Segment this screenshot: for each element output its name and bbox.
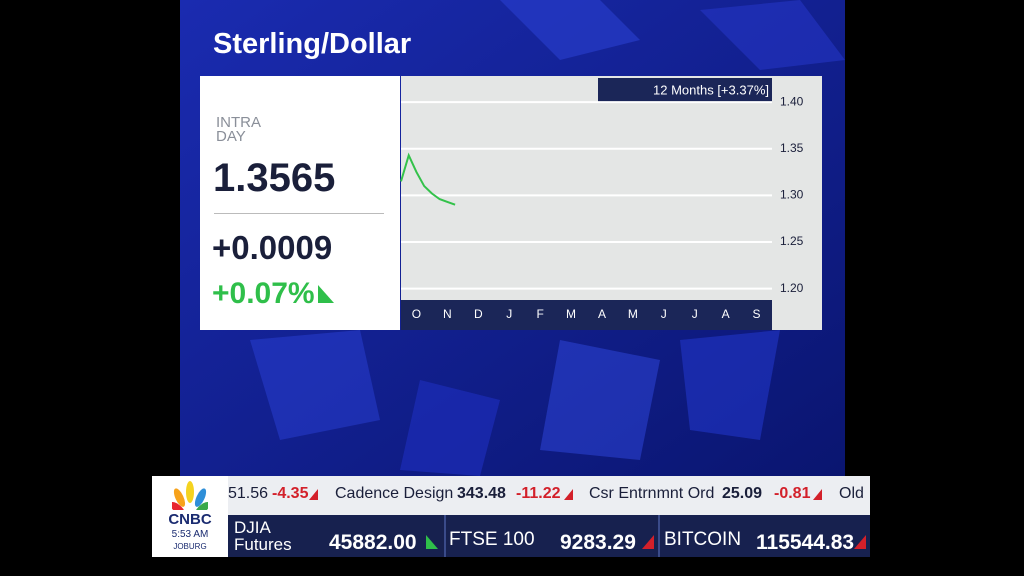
x-tick-label: J	[506, 307, 512, 321]
ticker-name: DJIA Futures	[234, 519, 292, 553]
month-strip	[401, 300, 772, 330]
badge	[598, 78, 772, 103]
x-tick-label: D	[474, 307, 483, 321]
x-tick-label: J	[692, 307, 698, 321]
axis-corner	[772, 300, 822, 330]
y-tick-label: 1.20	[780, 281, 804, 295]
x-tick-label: O	[412, 307, 421, 321]
down-arrow	[642, 535, 654, 549]
down-arrow	[854, 535, 866, 549]
down-arrow	[813, 489, 822, 500]
name-line: DJIA	[234, 518, 271, 537]
change: +0.0009	[212, 229, 333, 266]
down-arrow	[309, 489, 318, 500]
up-arrow	[426, 535, 438, 549]
ticker-name: FTSE 100	[449, 529, 535, 550]
x-tick-label: N	[443, 307, 452, 321]
y-tick-label: 1.25	[780, 234, 804, 248]
ticker-top: 51.56 -4.35 Cadence Design 343.48 -11.22…	[228, 476, 870, 515]
ticker-name: Cadence Design	[335, 485, 454, 502]
quote-panel	[200, 76, 400, 330]
x-tick-label: M	[628, 307, 638, 321]
y-tick-label: 1.30	[780, 188, 804, 202]
title: Sterling/Dollar	[213, 28, 412, 60]
ticker-name: Old	[839, 485, 864, 502]
logo-text: CNBC	[168, 511, 212, 528]
clock: 5:53 AM	[171, 529, 209, 540]
badge-text: 12 Months [+3.37%]	[653, 82, 769, 97]
ticker-change: -11.22	[516, 485, 561, 502]
percent: +0.07%	[212, 277, 315, 310]
x-tick-label: A	[722, 307, 730, 321]
peacock	[172, 481, 208, 510]
ticker-change: -4.35	[272, 485, 309, 502]
ticker-name: Csr Entrnmnt Ord	[589, 485, 715, 502]
y-tick-label: 1.40	[780, 94, 804, 108]
ticker-bottom	[228, 515, 870, 557]
x-tick-label: F	[536, 307, 543, 321]
x-tick-label: S	[753, 307, 761, 321]
ticker-price: 115544.83	[756, 531, 855, 554]
ticker-change: -0.81	[774, 485, 811, 502]
up-arrow	[318, 285, 334, 303]
price: 1.3565	[213, 156, 336, 200]
label-line: DAY	[216, 128, 246, 145]
x-tick-label: J	[661, 307, 667, 321]
ticker-price: 25.09	[722, 485, 763, 502]
plot-area	[401, 76, 822, 300]
ticker-price: 343.48	[457, 485, 506, 502]
y-tick-label: 1.35	[780, 141, 804, 155]
separator	[444, 515, 446, 557]
quote-label: INTRA DAY	[216, 114, 261, 145]
ticker-price: 45882.00	[329, 531, 417, 554]
ticker-name: BITCOIN	[664, 529, 742, 550]
divider	[214, 213, 384, 214]
label-line: INTRA	[216, 114, 261, 131]
line	[400, 152, 456, 206]
separator	[658, 515, 660, 557]
city: JOBURG	[173, 542, 207, 551]
x-tick-label: A	[598, 307, 606, 321]
down-arrow	[564, 489, 573, 500]
ticker-price: 9283.29	[560, 531, 636, 554]
name-line: Futures	[234, 535, 292, 554]
ticker-price: 51.56	[228, 485, 269, 502]
x-tick-label: M	[566, 307, 576, 321]
